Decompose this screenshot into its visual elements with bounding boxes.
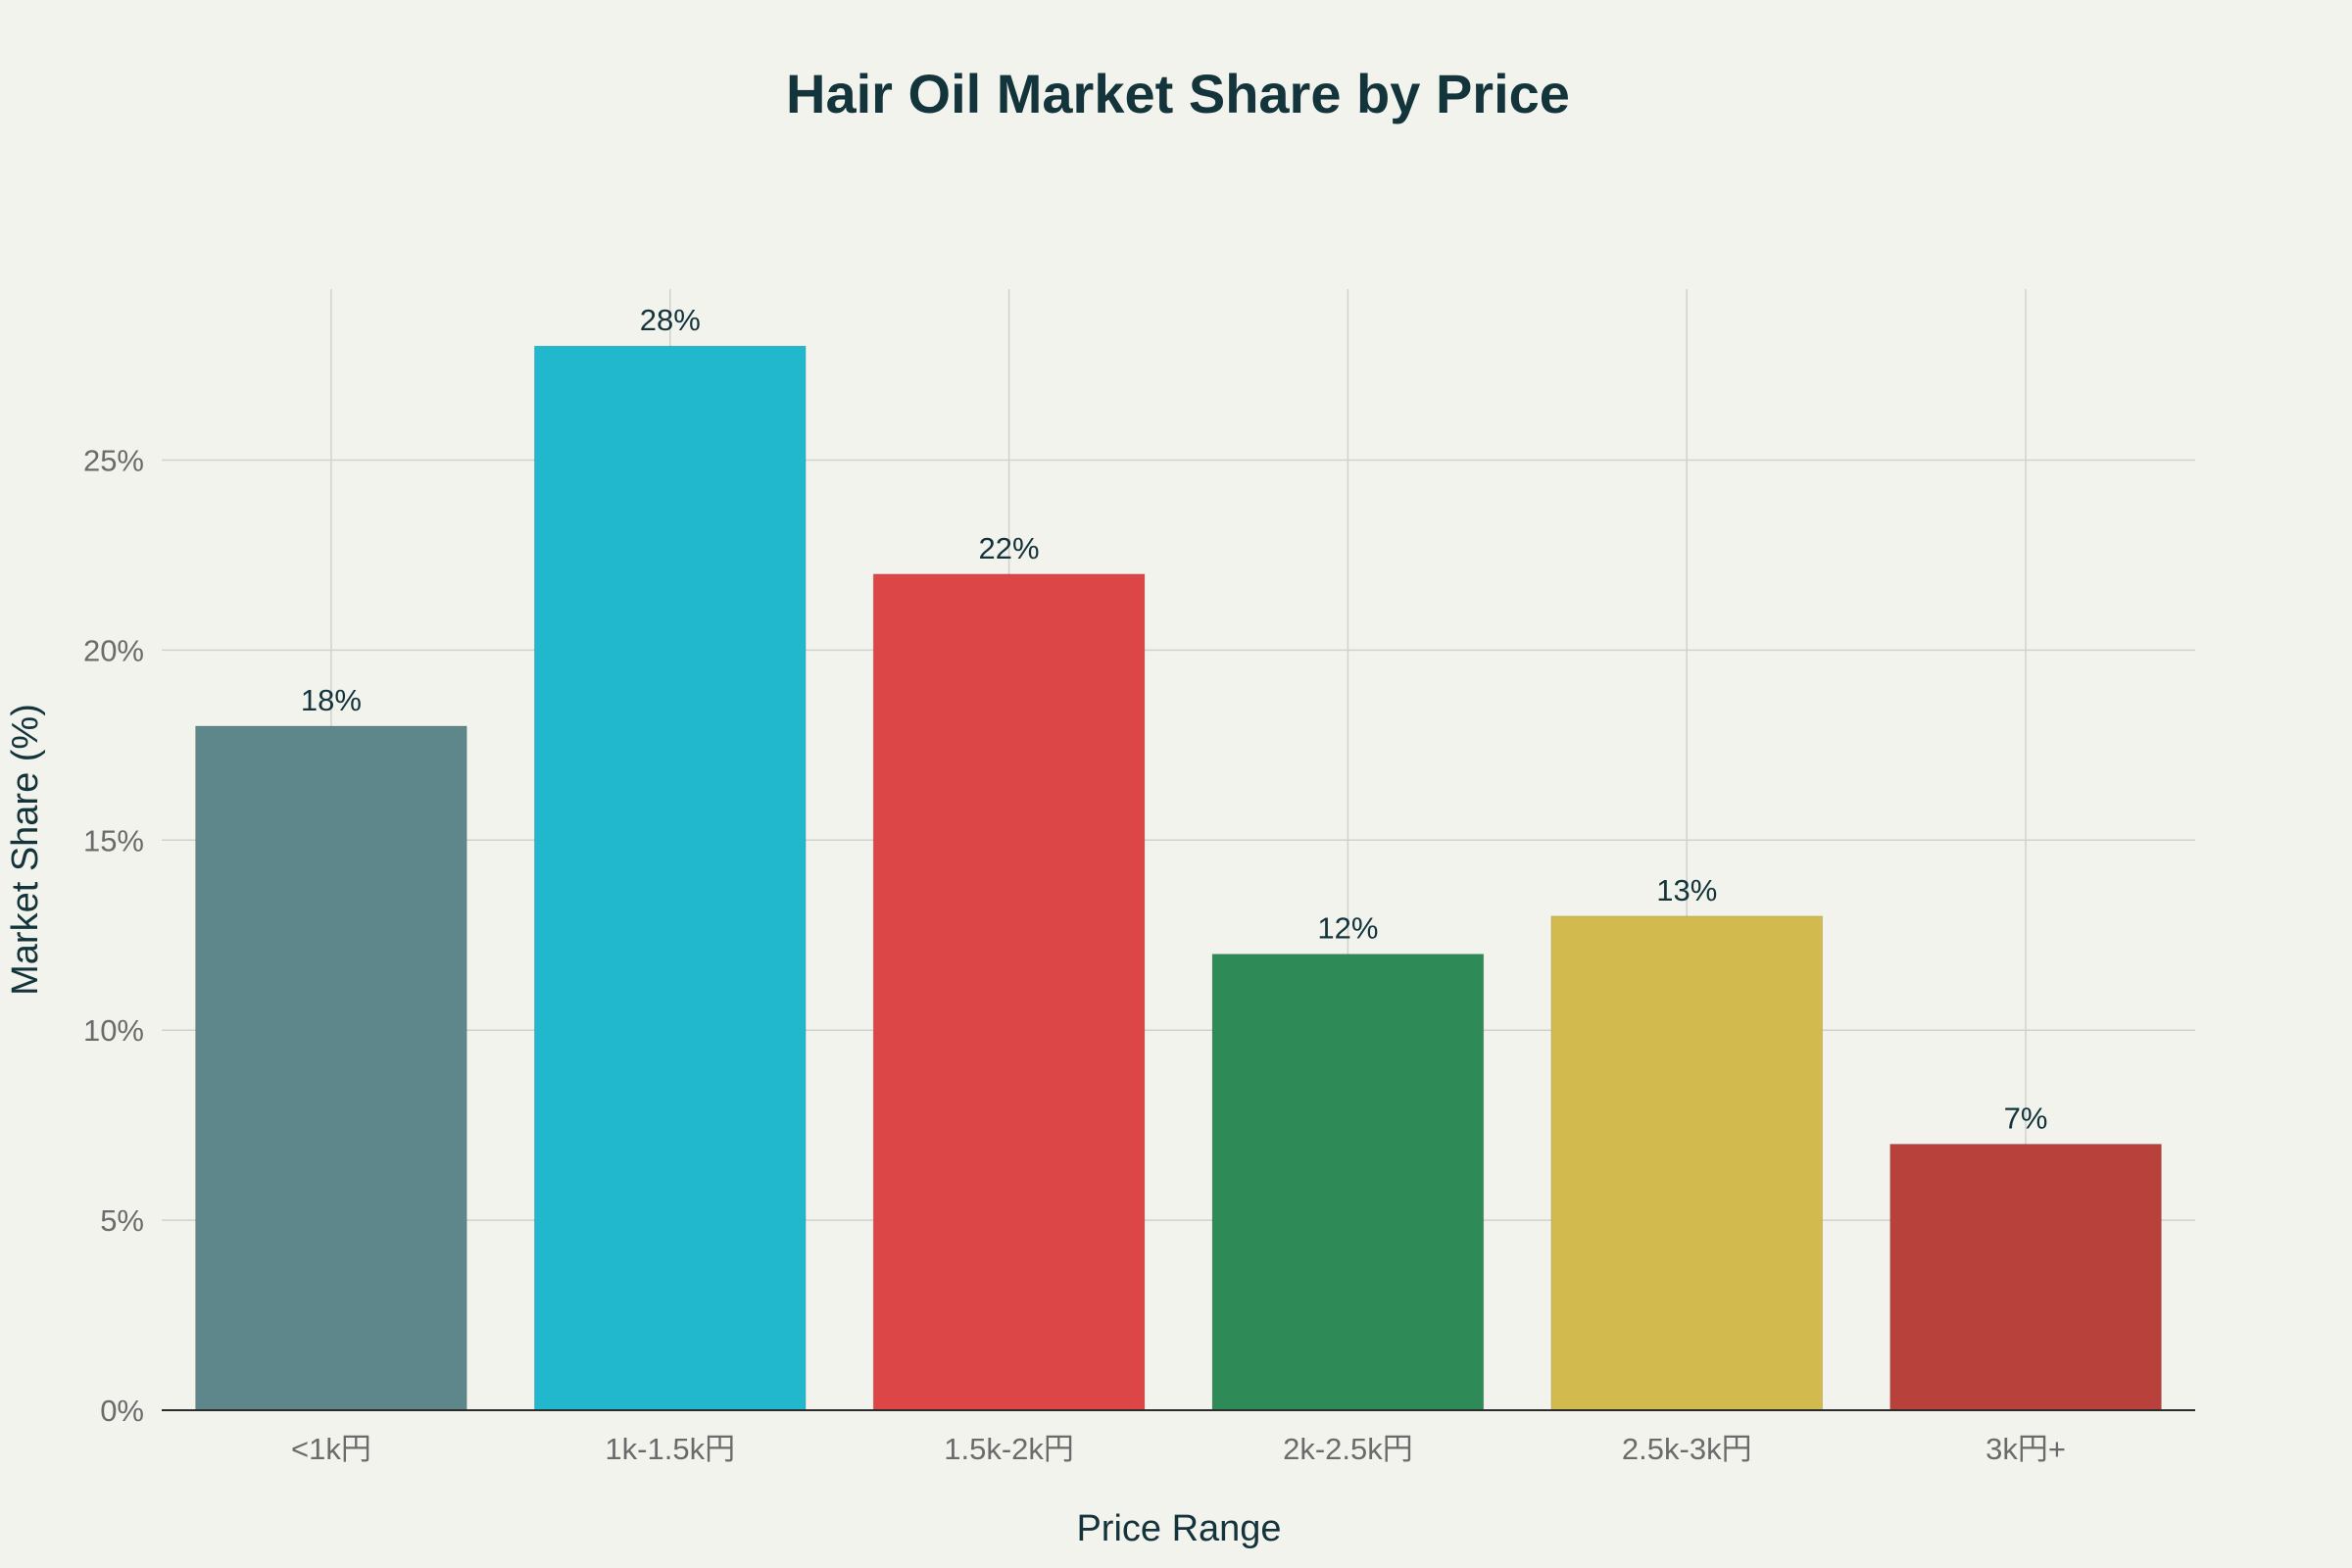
x-axis-title: Price Range — [1076, 1508, 1281, 1549]
y-tick-label: 5% — [100, 1203, 144, 1238]
y-tick-label: 20% — [83, 633, 144, 667]
x-tick-label: 2.5k-3k円 — [1622, 1432, 1752, 1466]
bars — [195, 345, 2162, 1411]
bar-5 — [1889, 1144, 2162, 1411]
x-tick-label: <1k円 — [291, 1432, 371, 1466]
x-tick-label: 2k-2.5k円 — [1283, 1432, 1413, 1466]
data-label: 22% — [979, 531, 1040, 565]
bar-4 — [1550, 915, 1824, 1411]
data-label: 7% — [2004, 1102, 2048, 1136]
y-tick-label: 25% — [83, 444, 144, 478]
data-label: 12% — [1317, 911, 1378, 946]
x-tick-label: 1k-1.5k円 — [605, 1432, 735, 1466]
y-tick-labels: 0% 5% 10% 15% 20% 25% — [83, 444, 144, 1428]
bar-1 — [533, 345, 807, 1411]
data-label: 28% — [640, 303, 701, 337]
bar-0 — [195, 725, 467, 1411]
bar-2 — [872, 573, 1146, 1411]
data-labels: 18% 28% 22% 12% 13% 7% — [301, 303, 2048, 1135]
data-label: 13% — [1656, 873, 1717, 907]
y-axis-title: Market Share (%) — [5, 704, 46, 996]
data-label: 18% — [301, 683, 362, 717]
y-tick-label: 10% — [83, 1013, 144, 1048]
x-tick-label: 1.5k-2k円 — [944, 1432, 1074, 1466]
bar-3 — [1211, 954, 1485, 1411]
y-tick-label: 15% — [83, 823, 144, 858]
chart-title: Hair Oil Market Share by Price — [786, 63, 1570, 124]
x-tick-labels: <1k円 1k-1.5k円 1.5k-2k円 2k-2.5k円 2.5k-3k円 3k円+ — [291, 1432, 2066, 1466]
y-tick-label: 0% — [100, 1394, 144, 1428]
x-tick-label: 3k円+ — [1985, 1432, 2066, 1466]
